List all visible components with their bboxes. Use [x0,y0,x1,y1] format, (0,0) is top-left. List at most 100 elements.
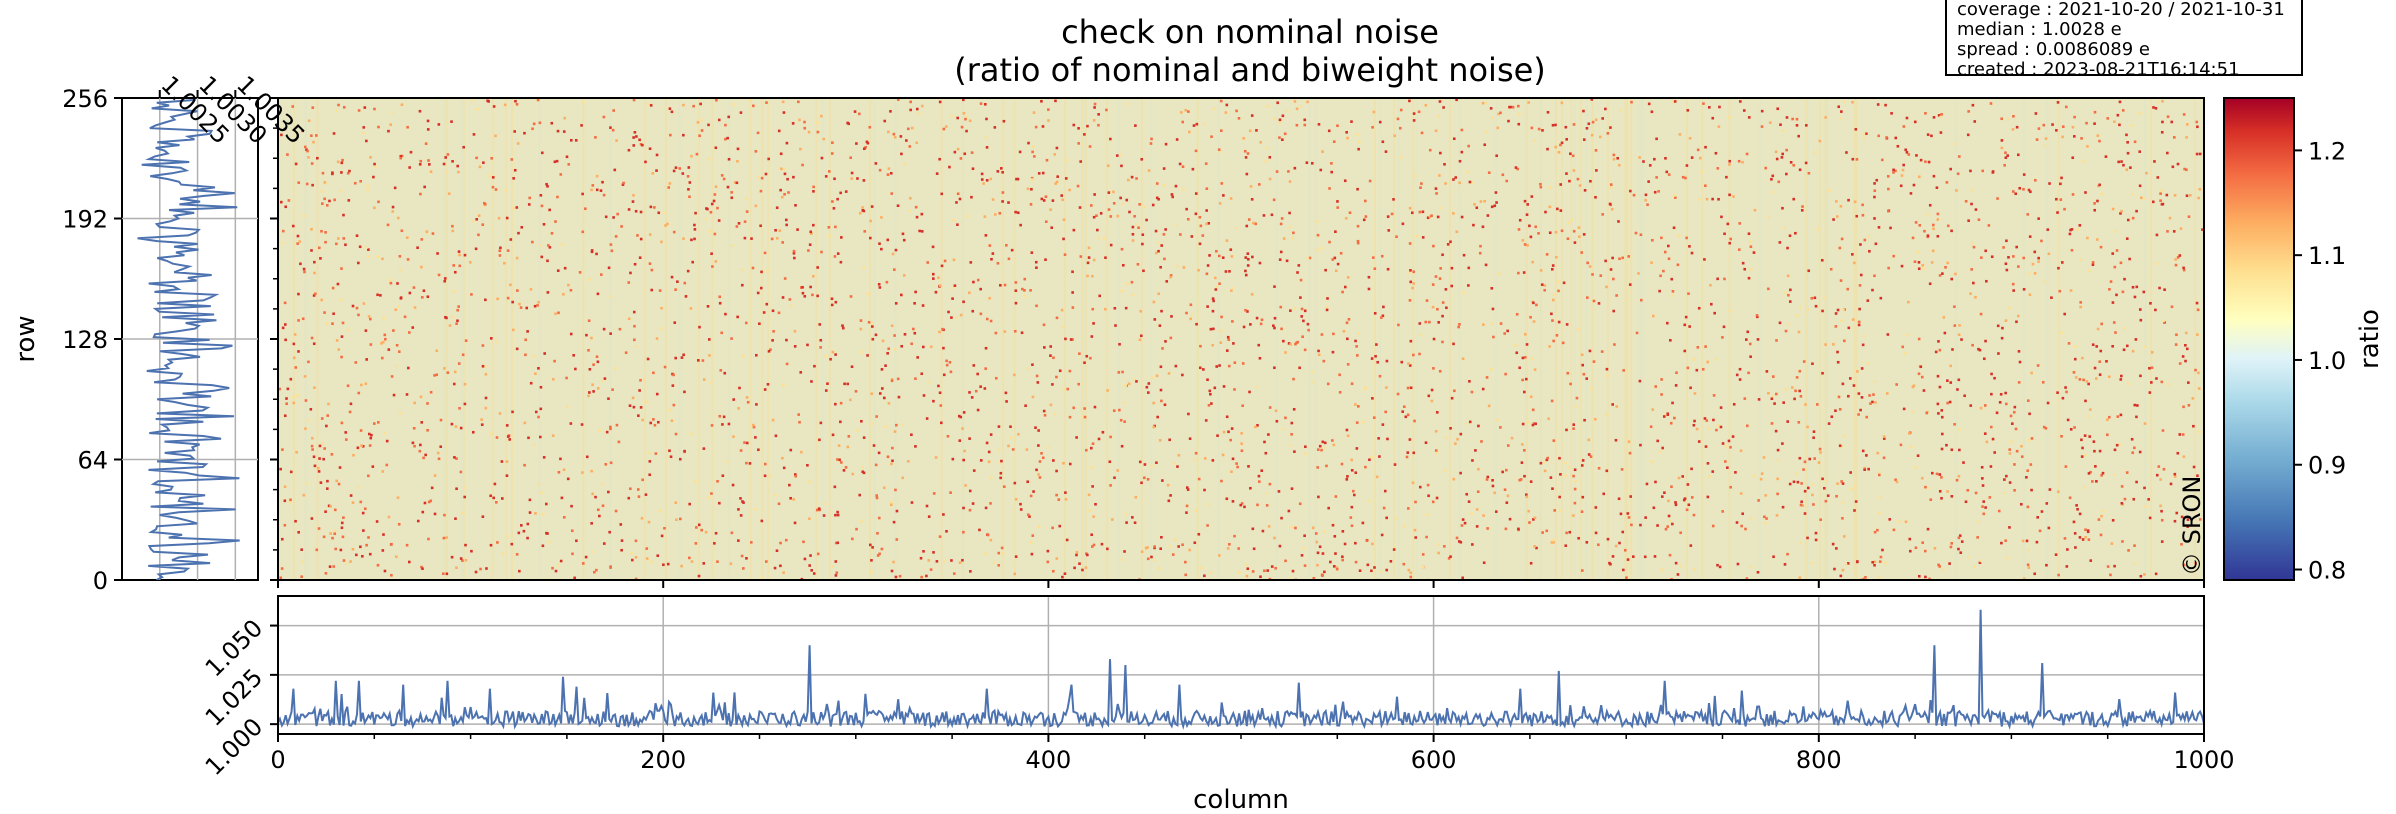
hot-pixel [1859,243,1862,246]
hot-pixel [947,310,950,314]
hot-pixel [1259,575,1262,579]
hot-pixel [1382,506,1386,510]
hot-pixel [1217,254,1221,258]
hot-pixel [1702,102,1705,105]
hot-pixel [1375,475,1379,479]
hot-pixel [1684,315,1688,319]
hot-pixel [708,354,711,357]
hot-pixel [669,455,673,459]
hot-pixel [812,185,815,189]
hot-pixel [730,531,734,535]
hot-pixel [1668,519,1672,523]
hot-pixel [1208,389,1212,393]
hot-pixel [994,376,998,380]
hot-pixel [1824,343,1827,346]
hot-pixel [1693,567,1696,571]
hot-pixel [1389,559,1393,563]
hot-pixel [989,177,993,181]
hot-pixel [1963,394,1966,398]
hot-pixel [418,163,422,166]
hot-pixel [2163,288,2166,291]
hot-pixel [456,308,459,312]
hot-pixel [1810,561,1814,565]
hot-pixel [1434,449,1438,452]
hot-pixel [2087,472,2091,475]
heatmap-column-stripe [1526,98,1529,580]
hot-pixel [1808,457,1812,461]
hot-pixel [1235,226,1238,230]
hot-pixel [1158,324,1162,327]
hot-pixel [620,225,623,228]
hot-pixel [1654,480,1657,484]
hot-pixel [836,541,840,545]
hot-pixel [657,211,661,215]
hot-pixel [1138,203,1141,206]
hot-pixel [2106,565,2110,568]
hot-pixel [809,285,812,289]
hot-pixel [436,252,439,255]
hot-pixel [1361,521,1365,525]
hot-pixel [312,294,316,297]
hot-pixel [1543,288,1547,292]
hot-pixel [1106,547,1109,551]
hot-pixel [327,504,331,508]
hot-pixel [1435,411,1439,414]
hot-pixel [2070,228,2074,231]
hot-pixel [1615,405,1619,408]
hot-pixel [849,398,852,402]
hot-pixel [315,134,318,137]
hot-pixel [1770,177,1773,181]
hot-pixel [1981,169,1985,173]
hot-pixel [1439,267,1442,270]
hot-pixel [1285,259,1289,263]
hot-pixel [329,505,332,508]
hot-pixel [1803,512,1807,515]
hot-pixel [1936,212,1940,216]
hot-pixel [310,249,313,252]
hot-pixel [1066,387,1070,391]
hot-pixel [367,474,370,478]
info-line-coverage: coverage : 2021-10-20 / 2021-10-31 [1957,0,2285,20]
hot-pixel [1560,101,1564,105]
hot-pixel [1201,234,1205,237]
hot-pixel [700,528,704,532]
hot-pixel [867,320,871,324]
hot-pixel [2074,546,2077,549]
hot-pixel [1150,555,1153,559]
hot-pixel [1085,448,1088,452]
hot-pixel [2042,123,2046,127]
hot-pixel [457,362,461,365]
hot-pixel [2155,262,2159,265]
hot-pixel [1216,434,1219,437]
hot-pixel [325,204,329,207]
hot-pixel [1684,176,1687,180]
hot-pixel [1616,156,1620,160]
hot-pixel [1257,474,1261,478]
hot-pixel [1395,517,1399,520]
hot-pixel [2005,239,2008,243]
hot-pixel [1564,544,1568,548]
hot-pixel [1531,408,1535,412]
hot-pixel [1643,555,1647,559]
hot-pixel [1153,318,1157,321]
hot-pixel [2044,137,2048,140]
hot-pixel [1100,542,1104,546]
hot-pixel [756,131,760,135]
hot-pixel [563,266,567,270]
hot-pixel [1529,315,1532,319]
hot-pixel [859,327,863,331]
hot-pixel [1087,256,1091,259]
hot-pixel [1458,181,1461,185]
hot-pixel [707,496,711,499]
heatmap-background [278,98,2204,580]
hot-pixel [2056,391,2059,394]
hot-pixel [1573,501,1577,505]
hot-pixel [757,448,760,452]
hot-pixel [2013,489,2016,492]
hot-pixel [479,567,482,571]
hot-pixel [742,501,745,504]
hot-pixel [1338,390,1342,394]
hot-pixel [1185,311,1188,315]
hot-pixel [1153,546,1156,550]
hot-pixel [1221,453,1225,457]
